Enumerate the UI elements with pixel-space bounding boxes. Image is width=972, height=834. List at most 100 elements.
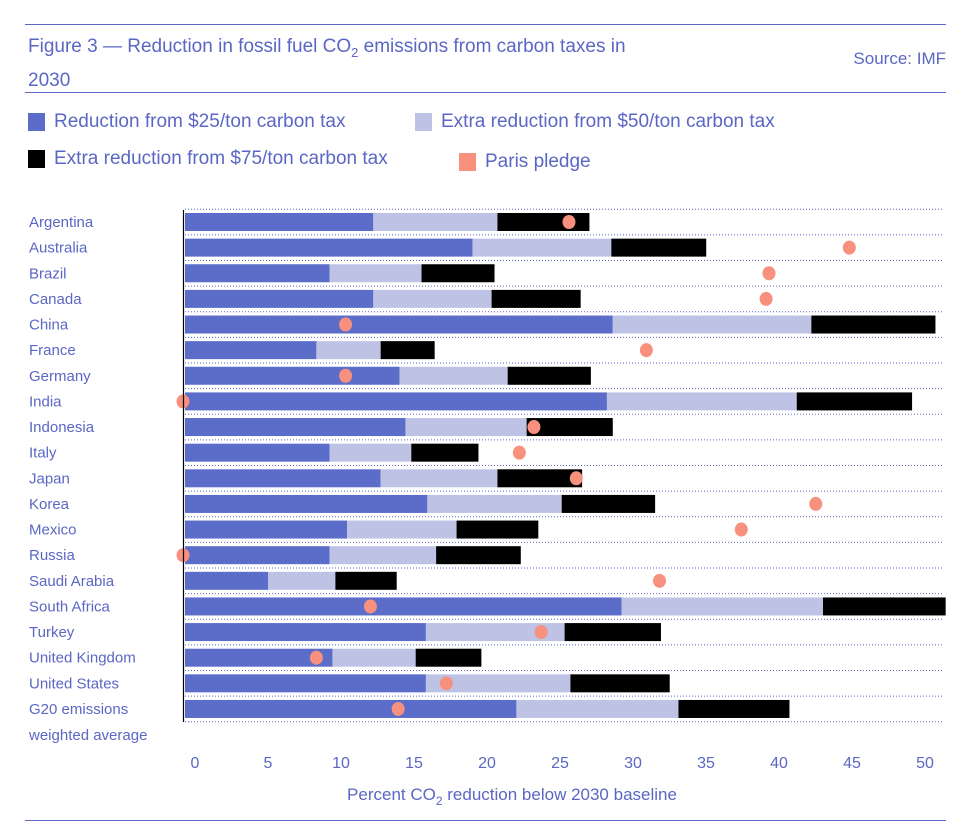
bar-tax50 [425, 623, 565, 642]
paris-pledge-marker [653, 573, 666, 588]
legend-label: Paris pledge [485, 151, 591, 172]
bar-tax25 [185, 469, 381, 488]
paris-pledge-marker [339, 317, 353, 332]
bar-tax75 [678, 699, 790, 718]
category-label: Turkey [29, 624, 75, 641]
bar-tax75 [570, 674, 670, 693]
x-tick-label: 50 [916, 755, 934, 772]
category-label-cont: weighted average [28, 727, 147, 744]
paris-pledge-marker [309, 650, 323, 665]
bar-tax25 [185, 341, 317, 360]
paris-pledge-marker [527, 420, 541, 435]
bar-tax25 [185, 648, 333, 667]
x-tick-label: 5 [264, 755, 273, 772]
bar-tax50 [316, 341, 381, 360]
bar-tax50 [329, 443, 412, 462]
bar-tax25 [185, 571, 269, 590]
category-label: Indonesia [29, 419, 95, 436]
category-label: Australia [29, 240, 88, 257]
category-label: China [29, 317, 69, 334]
bar-tax75 [456, 520, 539, 539]
bar-tax25 [185, 674, 426, 693]
paris-pledge-marker [534, 625, 548, 640]
bar-tax50 [516, 699, 679, 718]
x-tick-label: 40 [770, 755, 788, 772]
top-rule [25, 24, 946, 25]
category-label: India [29, 393, 62, 410]
bar-tax25 [185, 494, 428, 513]
bar-tax50 [612, 315, 812, 334]
legend-swatch [459, 153, 476, 171]
category-label: Canada [29, 291, 82, 308]
bar-tax75 [415, 648, 482, 667]
x-tick-label: 10 [332, 755, 350, 772]
bar-tax50 [380, 469, 498, 488]
chart-title: Figure 3 — Reduction in fossil fuel CO2 … [28, 33, 668, 95]
paris-pledge-marker [809, 496, 823, 511]
title-text-cont: emissions from carbon taxes in 2030 [28, 36, 626, 91]
bar-tax25 [185, 546, 330, 565]
paris-pledge-marker [762, 266, 776, 281]
bar-tax75 [811, 315, 936, 334]
legend-label: Reduction from $25/ton carbon tax [54, 111, 346, 132]
category-label: Saudi Arabia [29, 573, 115, 590]
bottom-rule [25, 820, 946, 821]
paris-pledge-marker [339, 368, 353, 383]
bar-tax25 [185, 443, 330, 462]
category-label: Japan [29, 470, 70, 487]
legend-swatch [28, 150, 45, 168]
bar-tax25 [185, 392, 607, 411]
category-label: Russia [29, 547, 76, 564]
bar-tax25 [185, 597, 622, 616]
x-tick-label: 0 [191, 755, 200, 772]
paris-pledge-marker [569, 471, 583, 486]
x-tick-label: 35 [697, 755, 715, 772]
bar-tax75 [380, 341, 435, 360]
bar-tax75 [611, 238, 707, 257]
bar-tax50 [373, 289, 492, 308]
title-subscript: 2 [351, 44, 359, 60]
x-tick-label: 45 [843, 755, 861, 772]
category-label: France [29, 342, 76, 359]
title-text: Figure 3 — Reduction in fossil fuel CO [28, 36, 352, 57]
bar-tax50 [329, 546, 437, 565]
paris-pledge-marker [391, 701, 405, 716]
category-label: Mexico [29, 522, 77, 539]
x-tick-label: 30 [624, 755, 642, 772]
legend-swatch [28, 113, 45, 131]
bar-tax25 [185, 264, 330, 283]
x-tick-label: 25 [551, 755, 569, 772]
paris-pledge-marker [512, 445, 526, 460]
bar-tax50 [472, 238, 612, 257]
legend-label: Extra reduction from $75/ton carbon tax [54, 148, 388, 169]
paris-pledge-marker [562, 215, 576, 229]
paris-pledge-marker [734, 522, 748, 537]
bar-tax75 [564, 623, 661, 642]
bar-tax25 [185, 289, 374, 308]
bar-tax50 [329, 264, 422, 283]
x-tick-label: 15 [405, 755, 423, 772]
bar-tax50 [399, 366, 508, 385]
paris-pledge-marker [759, 291, 773, 306]
paris-pledge-marker [439, 676, 453, 691]
category-label: South Africa [29, 598, 111, 615]
category-label: Brazil [29, 265, 67, 282]
paris-pledge-marker [639, 343, 653, 358]
bar-tax50 [373, 213, 498, 231]
bar-tax75 [335, 571, 397, 590]
legend-swatch [415, 113, 432, 131]
paris-pledge-marker [842, 240, 856, 255]
bar-tax50 [425, 674, 571, 693]
x-tick-label: 20 [478, 755, 496, 772]
legend-label: Extra reduction from $50/ton carbon tax [441, 111, 775, 132]
bar-tax75 [491, 289, 581, 308]
bar-tax75 [436, 546, 521, 565]
x-axis-title: Percent CO2 reduction below 2030 baselin… [347, 785, 677, 808]
bar-tax25 [185, 366, 400, 385]
category-label: Italy [29, 445, 57, 462]
title-rule [25, 92, 946, 93]
bar-tax25 [185, 520, 348, 539]
bar-tax25 [185, 623, 426, 642]
paris-pledge-marker [363, 599, 377, 614]
